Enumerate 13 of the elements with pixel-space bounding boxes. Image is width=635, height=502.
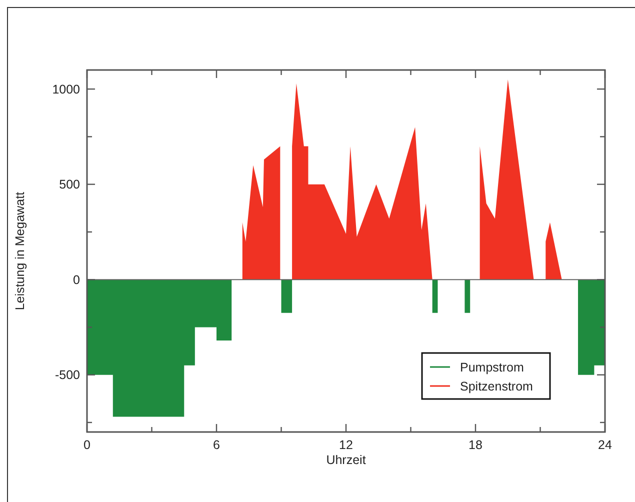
x-tick-label: 18 [468, 438, 482, 452]
x-tick-label: 6 [213, 438, 220, 452]
legend-label: Pumpstrom [460, 360, 524, 374]
y-tick-label: 500 [59, 178, 80, 192]
y-tick-label: -500 [54, 368, 80, 382]
y-tick-label: 0 [73, 272, 80, 287]
legend-label: Spitzenstrom [460, 379, 533, 394]
x-tick-label: 0 [84, 438, 91, 452]
x-axis-title: Uhrzeit [326, 453, 366, 467]
x-tick-label: 24 [598, 438, 612, 452]
y-axis-title: Leistung in Megawatt [13, 191, 27, 310]
y-tick-label: 1000 [52, 82, 80, 96]
x-tick-label: 12 [339, 438, 353, 452]
